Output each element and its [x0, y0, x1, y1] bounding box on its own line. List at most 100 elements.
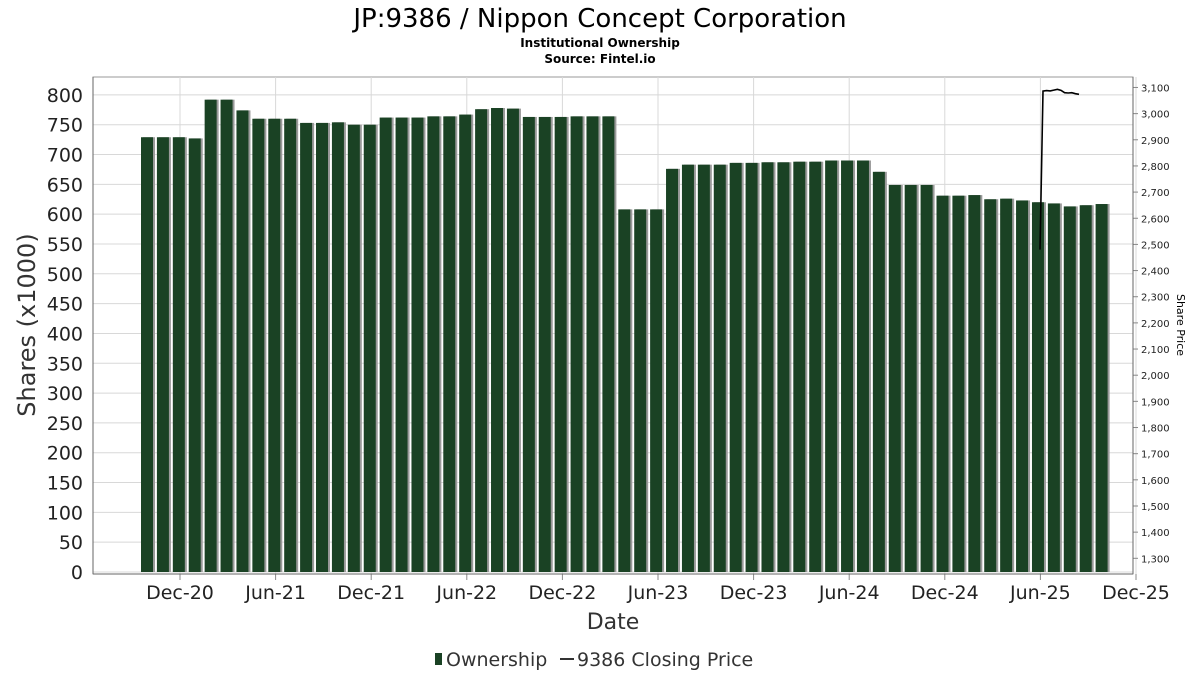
price-layer — [1039, 88, 1080, 250]
y2-tick-label: 1,500 — [1141, 502, 1170, 513]
price-line — [1039, 88, 1080, 250]
ownership-bar — [1016, 200, 1029, 572]
y2-tick-label: 2,600 — [1141, 214, 1170, 225]
bars-layer — [141, 99, 1110, 573]
ownership-bar — [141, 137, 153, 573]
ownership-bar — [395, 117, 408, 573]
y2-tick-label: 2,100 — [1141, 345, 1170, 356]
y2-tick-label: 1,400 — [1141, 528, 1170, 539]
x-tick-label: Dec-25 — [1102, 582, 1170, 604]
ownership-bar — [713, 164, 726, 572]
y-tick-label: 600 — [47, 204, 83, 226]
x-tick-label: Dec-20 — [146, 582, 214, 604]
x-tick-label: Jun-22 — [435, 582, 497, 604]
ownership-bar — [1000, 198, 1013, 572]
ownership-bar — [904, 184, 917, 572]
legend-ownership-swatch — [435, 653, 442, 665]
ownership-bar — [825, 160, 838, 573]
ownership-bar — [300, 122, 313, 572]
ownership-bar — [872, 171, 885, 572]
ownership-bar — [602, 116, 615, 572]
y2-axis-title: Share Price — [1174, 294, 1187, 356]
ownership-bar — [841, 160, 854, 573]
y-tick-label: 50 — [59, 532, 83, 554]
y-tick-label: 700 — [47, 145, 83, 167]
x-tick-label: Dec-21 — [337, 582, 405, 604]
ownership-bar — [554, 116, 567, 573]
y2-tick-label: 2,700 — [1141, 188, 1170, 199]
ownership-bar — [729, 162, 742, 572]
ownership-bar — [220, 99, 233, 572]
y2-tick-label: 2,400 — [1141, 267, 1170, 278]
ownership-bar — [316, 122, 329, 572]
ownership-bar — [363, 124, 376, 572]
ownership-bar — [427, 116, 440, 572]
y2-tick-label: 3,100 — [1141, 83, 1170, 94]
y2-tick-label: 2,300 — [1141, 293, 1170, 304]
ownership-bar — [888, 184, 901, 572]
legend: Ownership 9386 Closing Price — [435, 649, 753, 671]
y-tick-label: 0 — [71, 562, 83, 584]
y-tick-label: 400 — [47, 323, 83, 345]
ownership-bar — [522, 116, 535, 573]
ownership-bar — [1031, 202, 1044, 572]
ownership-bar — [1079, 205, 1092, 572]
y-axis-title: Shares (x1000) — [13, 233, 41, 416]
ownership-bar — [475, 109, 488, 572]
ownership-bar — [856, 160, 869, 573]
ownership-bar — [331, 122, 344, 572]
ownership-bar — [809, 161, 822, 572]
ownership-bar — [666, 168, 679, 572]
ownership-bar — [1063, 206, 1076, 573]
x-tick-label: Dec-22 — [528, 582, 596, 604]
ownership-bar — [172, 137, 185, 573]
ownership-bar — [506, 108, 519, 573]
ownership-bar — [284, 118, 297, 573]
y2-tick-label: 2,900 — [1141, 136, 1170, 147]
y-tick-label: 300 — [47, 383, 83, 405]
axes-layer: 0 50 100 150 200 250 300 350 400 450 500 550 600 650 7… — [47, 77, 1170, 604]
y-tick-label: 100 — [47, 502, 83, 524]
y-tick-label: 200 — [47, 443, 83, 465]
ownership-bar — [586, 116, 599, 572]
y2-tick-label: 1,300 — [1141, 554, 1170, 565]
ownership-bar — [745, 162, 758, 572]
y2-tick-label: 2,500 — [1141, 240, 1170, 251]
x-tick-label: Jun-21 — [244, 582, 306, 604]
ownership-bar — [1095, 204, 1108, 572]
y2-tick-label: 2,800 — [1141, 162, 1170, 173]
y2-tick-label: 2,000 — [1141, 371, 1170, 382]
ownership-bar — [968, 195, 981, 572]
ownership-bar — [1047, 203, 1060, 573]
x-tick-label: Jun-25 — [1009, 582, 1071, 604]
ownership-bar — [491, 108, 504, 572]
ownership-bar — [156, 137, 169, 573]
y-tick-label: 650 — [47, 174, 83, 196]
ownership-bar — [252, 118, 265, 573]
y-tick-label: 150 — [47, 473, 83, 495]
ownership-bar — [411, 117, 424, 573]
x-tick-label: Dec-24 — [911, 582, 979, 604]
x-tick-label: Jun-23 — [627, 582, 689, 604]
y-tick-label: 800 — [47, 85, 83, 107]
ownership-bar — [761, 162, 774, 572]
y-tick-label: 500 — [47, 264, 83, 286]
y2-tick-label: 1,700 — [1141, 450, 1170, 461]
chart-title: JP:9386 / Nippon Concept Corporation — [351, 4, 846, 34]
ownership-bar — [459, 114, 472, 572]
y-tick-label: 350 — [47, 353, 83, 375]
y2-tick-label: 2,200 — [1141, 319, 1170, 330]
ownership-bar — [268, 118, 281, 573]
ownership-bar — [936, 195, 949, 572]
ownership-bar — [443, 116, 456, 572]
y-tick-label: 450 — [47, 294, 83, 316]
ownership-bar — [618, 209, 631, 572]
ownership-bar — [236, 110, 249, 573]
ownership-bar — [952, 195, 965, 572]
x-tick-label: Jun-24 — [818, 582, 880, 604]
ownership-bar — [793, 161, 806, 572]
ownership-bar — [984, 199, 997, 572]
chart-subtitle-source: Source: Fintel.io — [544, 52, 655, 66]
